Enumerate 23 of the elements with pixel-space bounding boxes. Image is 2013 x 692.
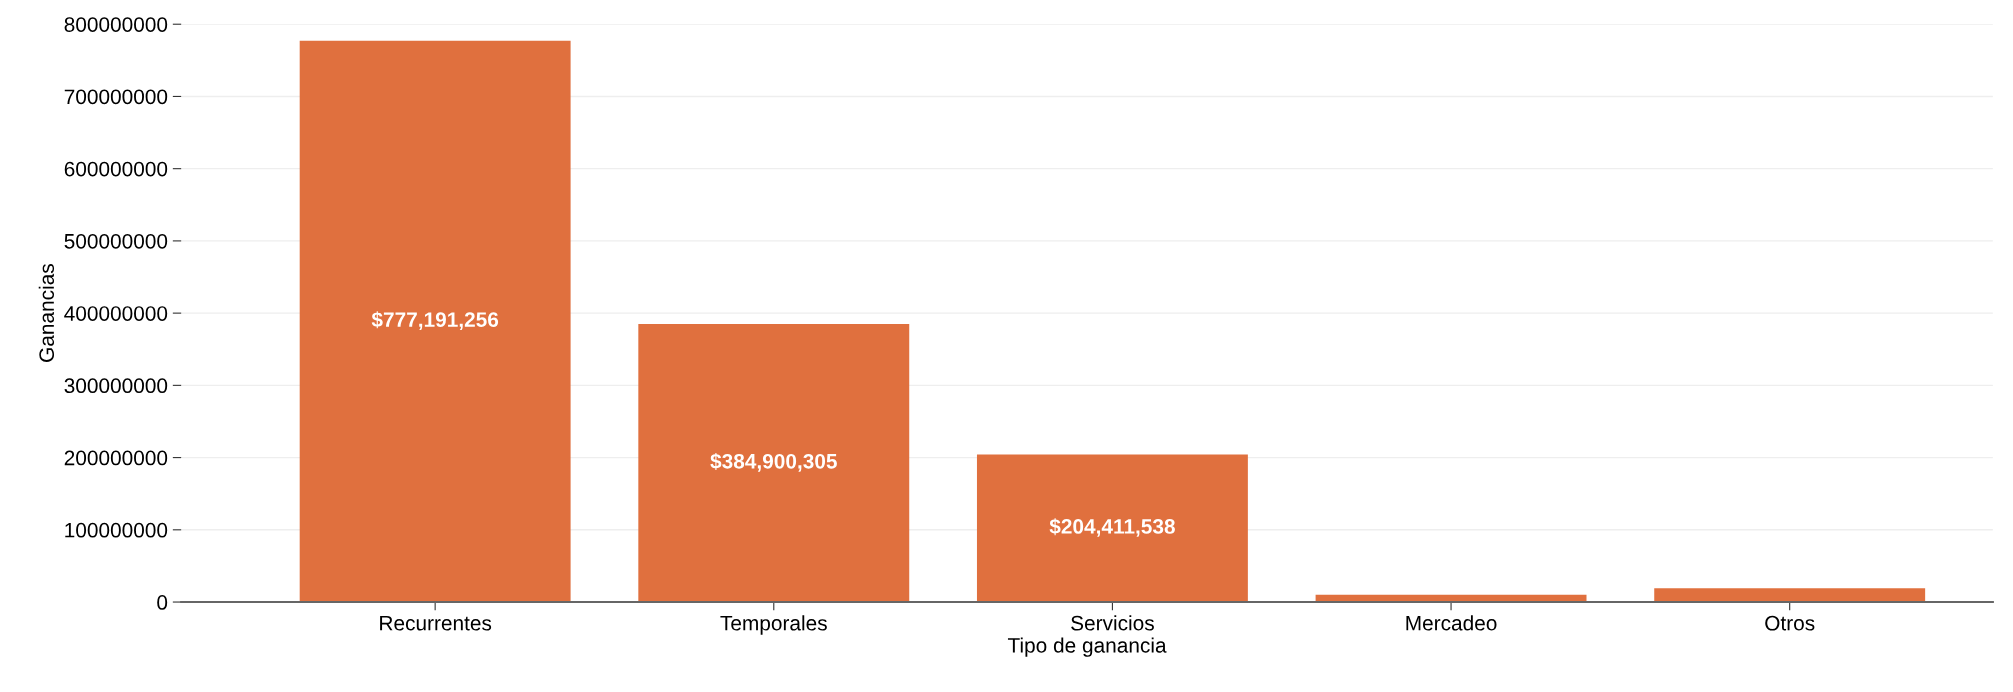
y-tick-label: 0 [157, 595, 168, 610]
y-tick-label: 500000000 [64, 233, 168, 249]
bar [638, 324, 910, 603]
x-tick-label: Mercadeo [1406, 615, 1497, 631]
bar [299, 40, 571, 603]
x-tick-label: Servicios [1071, 615, 1154, 631]
y-tick-label: 100000000 [65, 522, 168, 538]
y-tick-label: 600000000 [64, 161, 168, 177]
bar [1654, 588, 1926, 603]
y-tick-label: 300000000 [64, 378, 168, 394]
y-tick-label: 400000000 [64, 306, 168, 321]
x-axis-title: Tipo de ganancia [1007, 637, 1167, 657]
y-tick-label: 700000000 [64, 89, 168, 105]
x-tick-label: Otros [1765, 615, 1815, 631]
y-axis-title: Ganancias [38, 264, 55, 362]
data-label: $384,900,305 [710, 452, 837, 472]
y-tick-label: 800000000 [64, 17, 168, 32]
x-tick-label: Recurrentes [380, 616, 492, 631]
bar [976, 454, 1248, 603]
x-tick-label: Temporales [720, 615, 827, 635]
data-label: $204,411,538 [1049, 518, 1175, 537]
data-label: $777,191,256 [371, 311, 499, 330]
y-tick-label: 200000000 [64, 450, 168, 466]
